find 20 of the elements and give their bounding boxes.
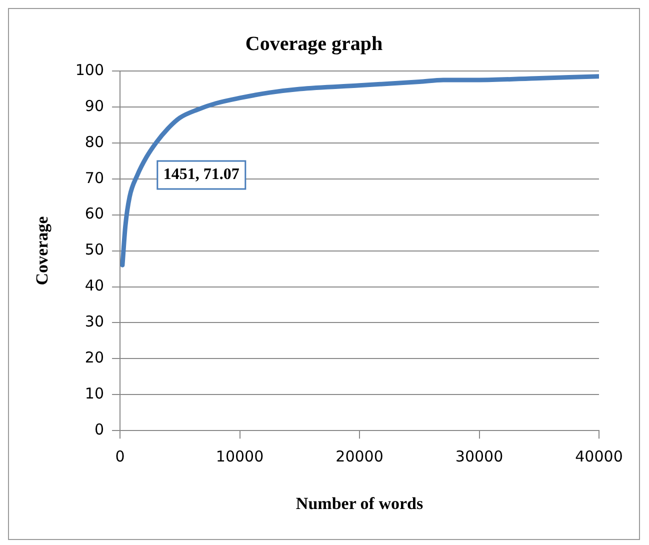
x-tick-label: 40000 bbox=[575, 447, 623, 466]
y-tick-label: 20 bbox=[84, 348, 104, 367]
y-tick-label: 70 bbox=[84, 168, 104, 187]
y-tick-label: 10 bbox=[84, 384, 104, 403]
x-tick-label: 0 bbox=[115, 447, 125, 466]
y-tick-label: 100 bbox=[75, 60, 104, 79]
annotation: 1451, 71.07 bbox=[163, 166, 240, 184]
chart-title: Coverage graph bbox=[245, 33, 383, 56]
y-tick-label: 30 bbox=[84, 312, 104, 331]
x-tick-label: 30000 bbox=[455, 447, 504, 466]
y-tick-label: 40 bbox=[84, 276, 104, 295]
x-tick-label: 20000 bbox=[336, 447, 384, 466]
y-tick-label: 60 bbox=[84, 204, 104, 223]
y-tick-label: 0 bbox=[94, 420, 104, 438]
y-tick-label: 90 bbox=[84, 96, 104, 115]
y-tick-label: 50 bbox=[84, 240, 104, 259]
y-tick-label: 80 bbox=[84, 132, 104, 151]
x-axis-title: Number of words bbox=[296, 494, 424, 514]
x-tick-label: 10000 bbox=[216, 447, 264, 466]
y-axis-title: Coverage bbox=[32, 216, 52, 286]
